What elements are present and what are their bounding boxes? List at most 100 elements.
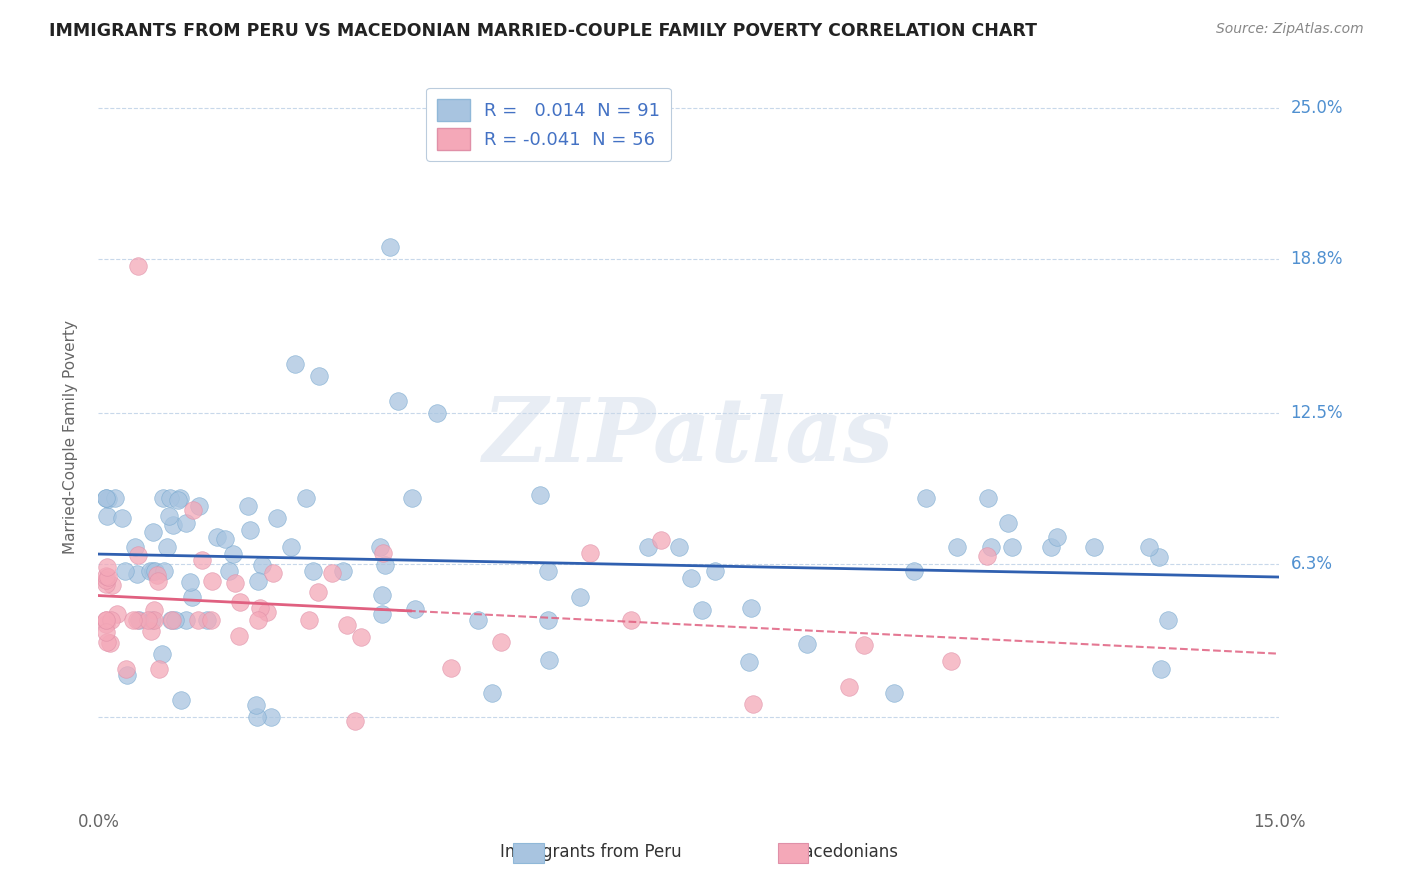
Point [195,613,218,627]
Point [101,577,124,591]
Point [124,540,146,554]
Point [1039,540,1062,554]
Text: 18.8%: 18.8% [1291,250,1343,268]
Point [284,357,307,371]
Point [127,549,149,563]
Point [1150,662,1173,676]
Point [143,603,166,617]
Point [1137,540,1160,554]
Point [262,566,284,580]
Point [637,540,659,554]
Text: Source: ZipAtlas.com: Source: ZipAtlas.com [1216,22,1364,37]
Point [127,613,149,627]
Point [579,546,602,560]
Text: 12.5%: 12.5% [1291,404,1343,422]
Point [252,558,274,573]
Point [115,662,138,676]
Point [569,590,592,604]
Point [308,369,330,384]
Point [146,574,169,588]
Point [159,491,181,505]
Point [160,613,183,627]
Point [96,491,118,505]
Point [370,588,392,602]
Legend: R =   0.014  N = 91, R = -0.041  N = 56: R = 0.014 N = 91, R = -0.041 N = 56 [426,87,671,161]
Point [96,569,118,583]
Point [207,530,229,544]
Point [96,577,118,591]
Point [738,655,761,669]
Point [96,634,118,648]
Point [146,567,169,582]
Point [373,546,395,560]
Point [491,635,513,649]
Point [481,686,503,700]
Point [96,617,118,632]
Point [1147,550,1170,565]
Point [96,491,118,505]
Point [96,573,118,587]
Point [307,585,329,599]
Point [247,574,270,588]
Point [537,564,560,578]
Point [127,260,149,274]
Point [138,613,160,627]
Point [246,710,269,724]
Point [266,511,288,525]
Point [218,564,240,578]
Point [162,613,184,627]
Point [741,697,763,711]
Point [159,509,181,524]
Point [740,600,762,615]
Point [529,488,551,502]
Point [100,613,122,627]
Point [703,564,725,578]
Point [681,572,703,586]
Point [245,698,267,713]
Point [620,613,643,627]
Text: IMMIGRANTS FROM PERU VS MACEDONIAN MARRIED-COUPLE FAMILY POVERTY CORRELATION CHA: IMMIGRANTS FROM PERU VS MACEDONIAN MARRI… [49,22,1038,40]
Point [224,576,246,591]
Point [187,499,209,513]
Point [191,553,214,567]
Point [201,574,224,588]
Point [187,613,209,627]
Point [139,564,162,578]
Point [239,523,262,537]
Point [96,559,118,574]
Point [247,613,270,627]
Point [174,516,197,531]
Point [97,492,120,507]
Point [350,630,373,644]
Point [167,492,190,507]
Point [165,613,187,627]
Point [343,714,366,729]
Point [179,574,201,589]
Point [668,540,690,554]
Point [181,590,204,604]
Point [977,491,1000,505]
Point [903,564,925,578]
Point [125,567,148,582]
Point [96,509,118,524]
Point [260,710,283,724]
Point [939,654,962,668]
Point [96,613,118,627]
Point [142,524,165,539]
Point [111,510,134,524]
Point [200,613,222,627]
Point [222,547,245,561]
Point [139,624,162,639]
Point [96,624,118,639]
Point [1156,613,1178,627]
Point [650,533,672,548]
Point [104,491,127,505]
Point [538,653,561,667]
Point [401,491,423,505]
Point [142,564,165,578]
Point [378,240,401,254]
Point [368,540,391,554]
Point [228,629,250,643]
Point [181,503,204,517]
Point [426,406,449,420]
